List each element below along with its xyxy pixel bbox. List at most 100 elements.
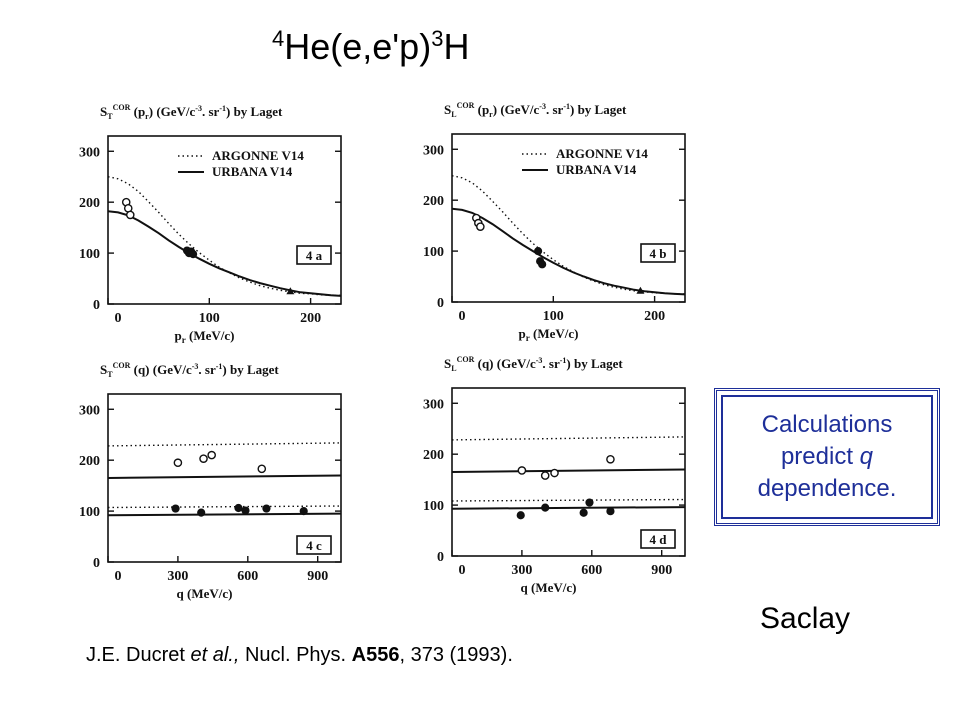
site-label: Saclay bbox=[760, 602, 851, 635]
series-line-argonne bbox=[452, 498, 685, 502]
y-label-part: (q) (GeV/c bbox=[130, 362, 192, 377]
y-label-part: COR bbox=[113, 103, 131, 112]
y-label-part: S bbox=[444, 102, 451, 117]
x-tick-label: 600 bbox=[237, 569, 258, 584]
series-line-urbana bbox=[108, 474, 341, 479]
data-point-filled bbox=[262, 504, 271, 513]
y-tick-label: 300 bbox=[79, 145, 100, 160]
plot-frame bbox=[107, 135, 342, 305]
series-line-argonne bbox=[452, 175, 685, 295]
ref-authors: J.E. Ducret bbox=[86, 644, 191, 666]
x-label-var: q bbox=[521, 580, 529, 595]
data-point-open bbox=[257, 464, 267, 474]
x-axis-label: pr (MeV/c) bbox=[175, 328, 235, 345]
data-point-open bbox=[540, 471, 550, 480]
plot-frame bbox=[451, 133, 686, 303]
callout-var-q: q bbox=[859, 443, 874, 470]
x-axis-label: q (MeV/c) bbox=[177, 586, 233, 601]
x-axis-label: q (MeV/c) bbox=[521, 580, 577, 595]
y-label-part: . sr bbox=[198, 362, 216, 377]
data-point-open bbox=[550, 468, 559, 478]
title-reaction: He(e,e'p) bbox=[284, 26, 432, 67]
y-label-part: r bbox=[489, 110, 493, 119]
y-label-part: -1 bbox=[219, 104, 226, 113]
reference-citation: J.E. Ducret et al., Nucl. Phys. A556, 37… bbox=[86, 644, 513, 667]
data-point-filled bbox=[534, 246, 543, 256]
y-label-part: (q) (GeV/c bbox=[474, 356, 536, 371]
y-axis-label: SLCOR (pr) (GeV/c-3. sr-1) by Laget bbox=[444, 101, 627, 119]
legend-entry: URBANA V14 bbox=[212, 164, 293, 179]
y-label-part: S bbox=[100, 362, 107, 377]
y-tick-label: 0 bbox=[437, 296, 444, 311]
data-point-triangle bbox=[636, 286, 645, 294]
panel-tag-box bbox=[640, 243, 676, 263]
y-tick-label: 200 bbox=[79, 454, 100, 469]
x-tick-label: 300 bbox=[511, 563, 532, 578]
y-label-part: . sr bbox=[202, 104, 220, 119]
y-label-part: T bbox=[107, 370, 113, 379]
y-label-part: -1 bbox=[560, 356, 567, 365]
y-tick-label: 200 bbox=[423, 448, 444, 463]
y-tick-label: 100 bbox=[79, 247, 100, 262]
data-point-filled bbox=[541, 503, 550, 512]
panel-tag: 4 a bbox=[306, 248, 323, 263]
y-tick-label: 300 bbox=[423, 143, 444, 158]
y-label-part: -1 bbox=[563, 102, 570, 111]
panel-tag: 4 b bbox=[650, 246, 667, 261]
y-tick-label: 100 bbox=[79, 505, 100, 520]
panel-tag-box bbox=[640, 529, 676, 549]
data-point-open bbox=[517, 466, 527, 475]
y-label-part: L bbox=[451, 364, 456, 373]
legend-entry: ARGONNE V14 bbox=[556, 146, 648, 161]
y-label-part: -3 bbox=[539, 102, 546, 111]
x-axis-label: pr (MeV/c) bbox=[519, 326, 579, 343]
x-tick-label: 600 bbox=[581, 563, 602, 578]
y-tick-label: 100 bbox=[423, 245, 444, 260]
data-point-open bbox=[476, 222, 485, 231]
y-label-part: ) by Laget bbox=[566, 356, 623, 371]
panel-tag: 4 d bbox=[650, 532, 668, 547]
slide-title: 4He(e,e'p)3H bbox=[272, 26, 469, 68]
y-label-part: S bbox=[444, 356, 451, 371]
ref-volume: A556 bbox=[351, 644, 400, 666]
y-label-part: COR bbox=[457, 355, 475, 364]
callout-line-2: predict bbox=[780, 443, 860, 470]
title-product-mass: 3 bbox=[431, 26, 444, 51]
series-line-urbana bbox=[452, 468, 685, 473]
y-tick-label: 300 bbox=[423, 397, 444, 412]
data-point-filled bbox=[197, 508, 206, 517]
ref-journal: Nucl. Phys. bbox=[239, 644, 352, 666]
y-tick-label: 100 bbox=[423, 499, 444, 514]
data-point-filled bbox=[234, 503, 243, 513]
x-tick-label: 100 bbox=[199, 311, 220, 326]
data-point-open bbox=[606, 454, 615, 464]
x-label-unit: (MeV/c) bbox=[530, 326, 579, 341]
y-tick-label: 0 bbox=[93, 298, 100, 313]
x-tick-label: 0 bbox=[115, 569, 122, 584]
data-point-filled bbox=[188, 250, 198, 259]
y-tick-label: 200 bbox=[79, 196, 100, 211]
series-line-argonne bbox=[108, 442, 341, 447]
data-point-filled bbox=[585, 498, 594, 507]
data-point-filled bbox=[299, 506, 308, 516]
x-label-unit: (MeV/c) bbox=[528, 580, 577, 595]
callout-line-1: Calculations bbox=[761, 411, 893, 438]
x-label-sub: r bbox=[526, 333, 530, 343]
y-label-part: ) (GeV/c bbox=[149, 104, 196, 119]
x-tick-label: 200 bbox=[300, 311, 321, 326]
y-label-part: S bbox=[100, 104, 107, 119]
y-label-part: . sr bbox=[546, 102, 564, 117]
y-axis-label: STCOR (pr) (GeV/c-3. sr-1) by Laget bbox=[100, 103, 283, 121]
y-label-part: ) by Laget bbox=[222, 362, 279, 377]
y-axis-label: STCOR (q) (GeV/c-3. sr-1) by Laget bbox=[100, 361, 279, 379]
panel-tag-box bbox=[296, 245, 332, 265]
series-line-urbana bbox=[452, 506, 685, 510]
x-label-var: p bbox=[519, 326, 526, 341]
title-product: H bbox=[443, 26, 470, 67]
callout-box: Calculations predict q dependence. bbox=[714, 388, 940, 526]
x-label-unit: (MeV/c) bbox=[184, 586, 233, 601]
data-point-filled bbox=[241, 506, 250, 515]
legend-entry: URBANA V14 bbox=[556, 162, 637, 177]
x-label-var: q bbox=[177, 586, 185, 601]
y-tick-label: 0 bbox=[437, 550, 444, 565]
